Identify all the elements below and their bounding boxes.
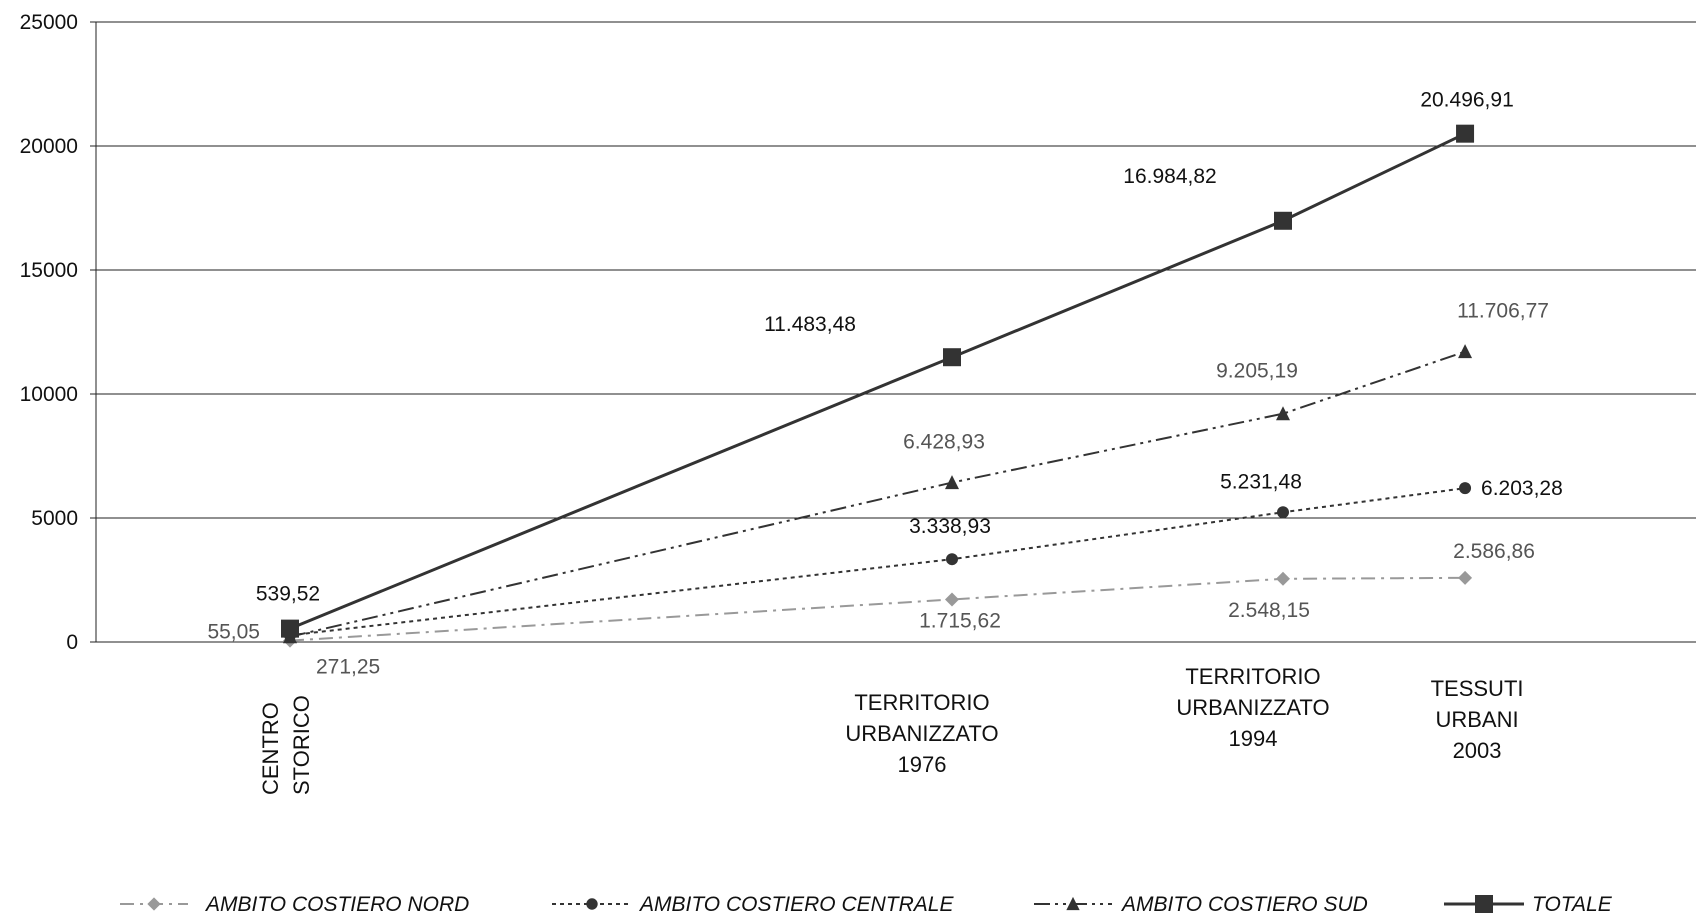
data-label: 2.548,15 xyxy=(1228,599,1310,622)
data-label: 1.715,62 xyxy=(919,609,1001,632)
legend-marker xyxy=(586,898,598,910)
data-label: 2.586,86 xyxy=(1453,540,1535,563)
data-point xyxy=(1276,406,1290,421)
data-label: 5.231,48 xyxy=(1220,470,1302,493)
data-point xyxy=(945,475,959,490)
data-point xyxy=(1458,344,1473,359)
legend: AMBITO COSTIERO NORD AMBITO COSTIERO CENT… xyxy=(120,893,1613,916)
data-label: 9.205,19 xyxy=(1216,360,1298,383)
data-label: 16.984,82 xyxy=(1123,165,1216,188)
data-point xyxy=(945,592,959,607)
data-point xyxy=(1274,211,1292,230)
legend-marker xyxy=(147,897,161,911)
data-label: 6.203,28 xyxy=(1481,477,1563,500)
y-tick-label: 15000 xyxy=(20,259,78,282)
data-label: 3.338,93 xyxy=(909,515,991,538)
data-point xyxy=(1276,571,1290,586)
data-label: 20.496,91 xyxy=(1420,89,1513,112)
y-tick-label: 25000 xyxy=(20,11,78,34)
data-point xyxy=(943,348,961,367)
y-axis-tick-labels: 0 5000 10000 15000 20000 25000 xyxy=(20,11,78,654)
series-line-1 xyxy=(289,576,1466,642)
x-tick-label: 1994 xyxy=(1229,726,1278,751)
data-point xyxy=(946,553,958,566)
x-tick-label: STORICO xyxy=(289,695,314,795)
series-lines xyxy=(289,132,1466,642)
y-tick-label: 0 xyxy=(66,631,78,654)
data-label: 11.706,77 xyxy=(1457,300,1549,323)
legend-marker xyxy=(1475,895,1493,913)
x-tick-label: TESSUTI xyxy=(1431,676,1524,701)
data-point xyxy=(1277,506,1289,519)
x-tick-label: URBANIZZATO xyxy=(1176,695,1329,720)
x-tick-label: URBANI xyxy=(1435,707,1518,732)
data-label: 6.428,93 xyxy=(903,431,985,454)
x-tick-label: CENTRO xyxy=(258,702,283,795)
y-tick-label: 20000 xyxy=(20,135,78,158)
legend-label: AMBITO COSTIERO NORD xyxy=(204,893,469,915)
data-label: 271,25 xyxy=(316,655,380,678)
x-axis-tick-labels: CENTRO STORICO TERRITORIO URBANIZZATO 1976 TE… xyxy=(258,664,1524,795)
series-markers xyxy=(281,124,1475,648)
legend-marker xyxy=(1066,896,1080,911)
x-tick-label-group: CENTRO STORICO xyxy=(258,695,314,795)
x-tick-label: URBANIZZATO xyxy=(845,721,998,746)
legend-label: AMBITO COSTIERO SUD xyxy=(1120,893,1368,915)
x-tick-label: TERRITORIO xyxy=(854,690,989,715)
x-tick-label: 1976 xyxy=(898,752,947,777)
x-tick-label: 2003 xyxy=(1453,738,1502,763)
data-point xyxy=(1459,482,1472,495)
x-tick-label: TERRITORIO xyxy=(1185,664,1320,689)
data-point xyxy=(281,619,299,638)
grid xyxy=(90,21,1696,643)
data-label: 55,05 xyxy=(207,621,260,644)
legend-label: TOTALE xyxy=(1532,893,1613,915)
series-line-4 xyxy=(289,132,1466,631)
legend-label: AMBITO COSTIERO CENTRALE xyxy=(638,893,954,915)
series-line-3 xyxy=(289,350,1466,638)
data-label: 539,52 xyxy=(256,583,320,606)
data-point xyxy=(1456,124,1475,143)
data-labels: 55,05 1.715,62 2.548,15 2.586,86 271,25 3.338… xyxy=(207,89,1562,679)
data-point xyxy=(1458,570,1473,585)
y-tick-label: 10000 xyxy=(20,383,78,406)
y-tick-label: 5000 xyxy=(31,507,78,530)
series-line-2 xyxy=(289,487,1466,637)
data-label: 11.483,48 xyxy=(764,313,856,336)
